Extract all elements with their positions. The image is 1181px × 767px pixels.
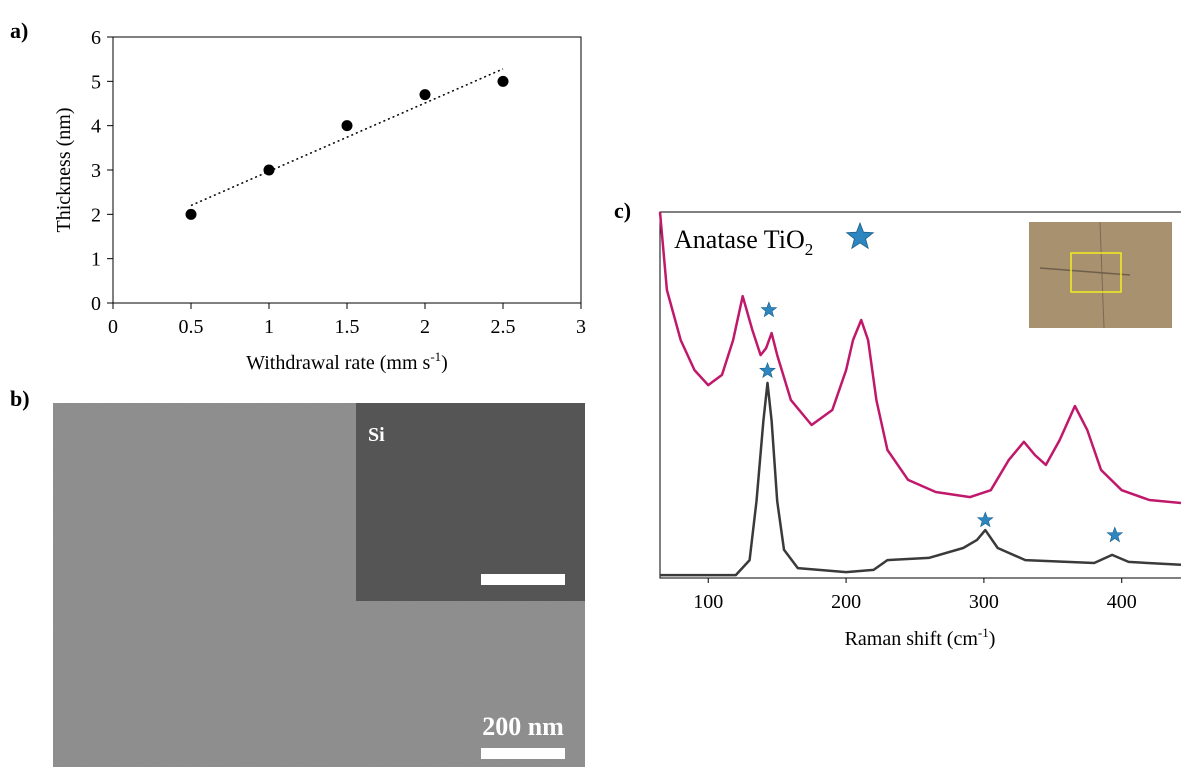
x-label-end: ): [989, 628, 996, 650]
scale-label: 200 nm: [482, 712, 564, 741]
peak-star: [760, 301, 778, 318]
legend-sub: 2: [805, 240, 814, 259]
x-label-sup: -1: [978, 625, 989, 640]
y-tick-label: 3: [91, 160, 101, 182]
x-tick-label: 2.5: [491, 316, 516, 338]
scratch: [1039, 267, 1131, 276]
peak-star: [759, 361, 776, 378]
legend-star: [845, 221, 875, 250]
plot-frame: [112, 36, 582, 304]
x-tick-label: 1.5: [335, 316, 360, 338]
x-tick-label: 3: [576, 316, 586, 338]
x-tick-label: 200: [831, 591, 861, 613]
y-tick-label: 0: [91, 293, 101, 315]
scratch: [1099, 221, 1105, 329]
x-label-text: Raman shift (cm: [845, 628, 979, 650]
trendline: [190, 68, 504, 207]
spectrum: [660, 381, 1181, 577]
inset-label: Si: [368, 424, 385, 446]
sem-inset: [356, 403, 585, 601]
y-axis-label: Thickness (nm): [53, 108, 75, 233]
x-tick-label: 2: [420, 316, 430, 338]
peak-star: [976, 511, 994, 528]
sem-image: Si 200 nm: [53, 403, 585, 767]
scale-bar: [481, 574, 565, 585]
y-tick-label: 5: [91, 71, 101, 93]
legend-main: Anatase TiO: [674, 225, 805, 254]
optical-inset: [1029, 221, 1172, 329]
plot-frame: [659, 211, 1181, 579]
x-tick-label: 300: [969, 591, 999, 613]
x-label-end: ): [441, 352, 448, 374]
y-tick-label: 2: [91, 204, 101, 226]
legend-text: Anatase TiO2: [674, 225, 813, 259]
data-point: [419, 89, 431, 101]
data-point: [185, 208, 197, 220]
x-label-text: Withdrawal rate (mm s: [246, 352, 430, 374]
y-tick-label: 4: [91, 116, 101, 138]
panel-label: a): [10, 18, 28, 43]
x-tick-label: 1: [264, 316, 274, 338]
y-tick-label: 1: [91, 249, 101, 271]
y-tick-label: 6: [91, 27, 101, 49]
data-point: [263, 164, 275, 176]
data-point: [341, 120, 353, 132]
panel-label: c): [614, 198, 631, 223]
panel-label: b): [10, 386, 30, 411]
x-tick-label: 0: [108, 316, 118, 338]
x-axis-label: Raman shift (cm-1): [845, 625, 996, 650]
spectrum: [658, 211, 1181, 505]
x-tick-label: 0.5: [179, 316, 204, 338]
highlight-box: [1070, 252, 1122, 293]
x-tick-label: 100: [693, 591, 723, 613]
peak-star: [1106, 526, 1124, 543]
x-tick-label: 400: [1107, 591, 1137, 613]
x-axis-label: Withdrawal rate (mm s-1): [246, 349, 448, 374]
data-point: [497, 75, 509, 87]
x-label-sup: -1: [430, 349, 441, 364]
scale-bar: [481, 748, 565, 759]
